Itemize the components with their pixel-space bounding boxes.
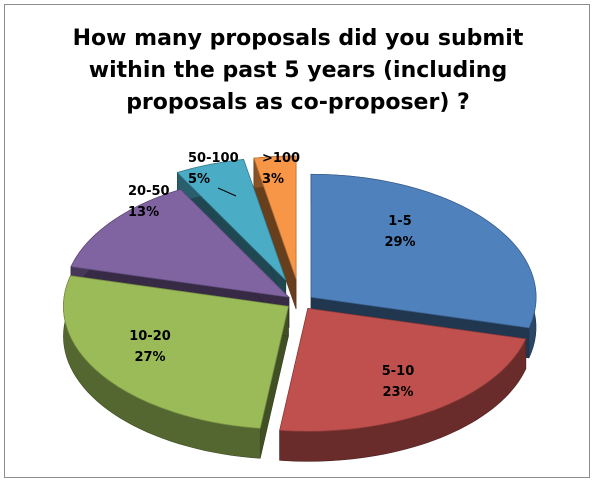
chart-title-line-2: within the past 5 years (including xyxy=(88,58,508,83)
slice-label-1: 1-5 xyxy=(388,214,412,229)
slice-label-5: 50-100 xyxy=(188,151,239,166)
pie-slice-2 xyxy=(279,307,527,462)
chart-title-line-1: How many proposals did you submit xyxy=(72,26,524,51)
slice-pct-label-6: 3% xyxy=(262,172,284,187)
slice-label-3: 10-20 xyxy=(129,329,171,344)
chart-title-line-3: proposals as co-proposer) ? xyxy=(126,90,470,115)
slice-pct-label-2: 23% xyxy=(382,385,413,400)
chart-title: How many proposals did you submit within… xyxy=(5,23,591,119)
slice-label-4: 20-50 xyxy=(128,184,170,199)
pie-slice-top-3 xyxy=(63,275,289,429)
pie-slice-top-5 xyxy=(176,159,287,281)
slice-pct-label-5: 5% xyxy=(188,172,210,187)
slice-pct-label-3: 27% xyxy=(134,350,165,365)
pie-slice-6 xyxy=(253,155,297,310)
slice-pct-label-1: 29% xyxy=(384,235,415,250)
pie-slice-top-4 xyxy=(70,189,291,298)
slice-pct-label-4: 13% xyxy=(128,205,159,220)
pie-slice-top-2 xyxy=(279,307,527,432)
slice-label-6: >100 xyxy=(262,151,300,166)
leader-line-50-100 xyxy=(217,187,237,197)
pie-slice-3 xyxy=(63,275,289,459)
slice-label-2: 5-10 xyxy=(382,364,415,379)
pie-slice-top-1 xyxy=(310,173,537,329)
pie-slice-top-6 xyxy=(253,155,297,280)
